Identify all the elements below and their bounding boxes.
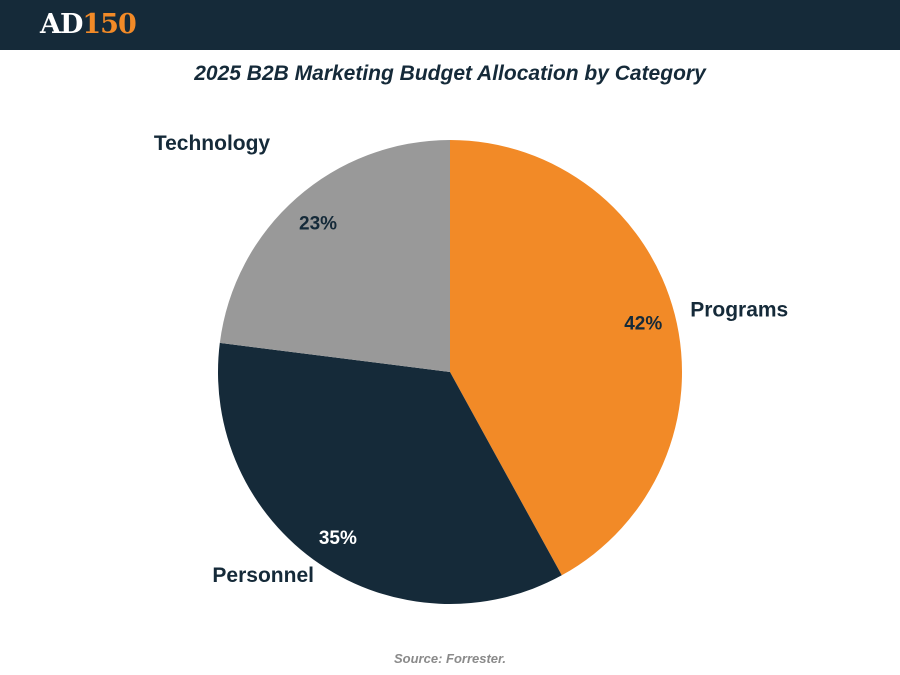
header-bar: AD150 (0, 0, 900, 50)
pie-slice-programs (450, 140, 682, 576)
ad150-logo[interactable]: AD150 (40, 9, 137, 41)
pie-category-label-personnel: Personnel (212, 564, 314, 587)
pie-slice-personnel (218, 342, 562, 604)
pie-value-label-programs: 42% (624, 313, 662, 334)
logo-number: 150 (82, 9, 136, 40)
logo-letters: AD (40, 9, 83, 40)
pie-value-label-technology: 23% (299, 213, 337, 234)
source-note: Source: Forrester. (394, 651, 506, 666)
pie-category-label-programs: Programs (690, 298, 788, 321)
pie-category-label-technology: Technology (154, 132, 271, 155)
pie-slice-technology (219, 140, 450, 372)
chart-title: 2025 B2B Marketing Budget Allocation by … (194, 62, 706, 85)
pie-value-label-personnel: 35% (319, 528, 357, 549)
